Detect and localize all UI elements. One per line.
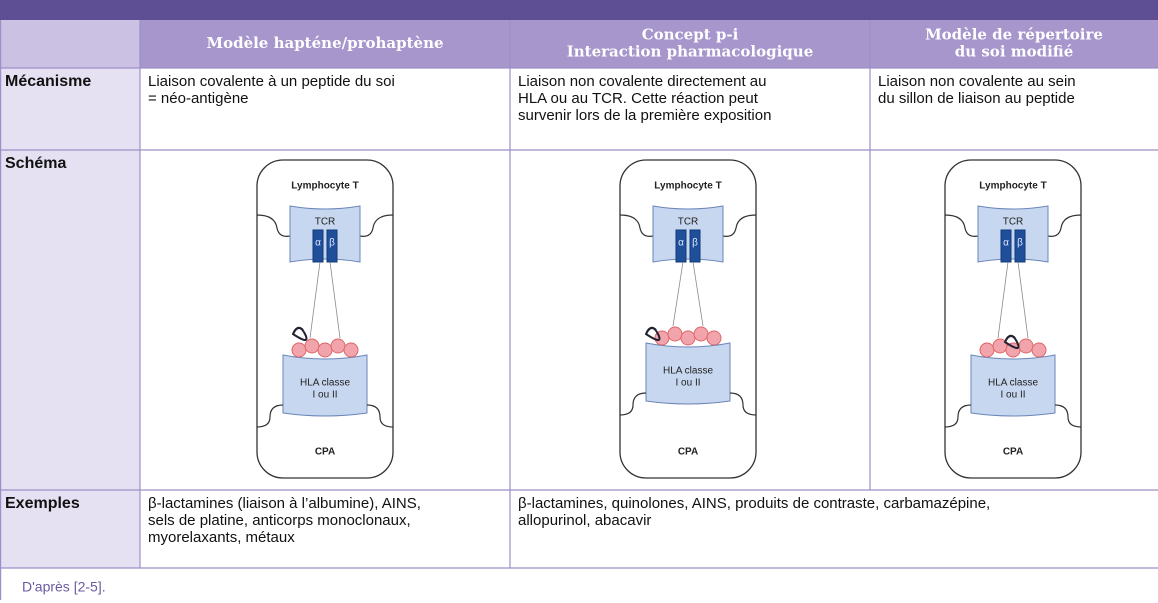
cell-text: survenir lors de la première exposition — [518, 107, 771, 124]
tcr-label: TCR — [1003, 217, 1024, 228]
peptide — [706, 330, 722, 346]
hla-label: HLA classe — [988, 378, 1038, 389]
link-line — [309, 261, 321, 339]
cell-text: myorelaxants, métaux — [148, 529, 295, 546]
tcr — [289, 205, 361, 263]
tcr-chain — [1014, 229, 1026, 263]
drug — [1003, 334, 1020, 349]
membrane — [256, 404, 394, 428]
peptide — [330, 338, 346, 354]
peptide — [304, 338, 320, 354]
peptide — [1031, 342, 1047, 358]
tcr — [977, 205, 1049, 263]
column-header: Modèle hapténe/prohaptène — [206, 34, 443, 52]
label-column — [0, 68, 140, 568]
cell-divider — [620, 300, 756, 302]
chain-label: β — [1017, 238, 1023, 249]
link-line — [692, 261, 704, 327]
cell-label: Lymphocyte T — [291, 181, 358, 192]
column-header: Concept p-i — [642, 26, 739, 44]
tcr-chain — [689, 229, 701, 263]
drug — [644, 326, 661, 341]
membrane — [619, 214, 757, 237]
chain-label: β — [329, 238, 335, 249]
column-header: Interaction pharmacologique — [567, 43, 813, 61]
cell-text: allopurinol, abacavir — [518, 512, 651, 529]
link-line — [672, 261, 684, 327]
row-label: Exemples — [5, 495, 80, 512]
cell-text: Liaison non covalente directement au — [518, 73, 767, 90]
hla-label: I ou II — [312, 390, 337, 401]
membrane — [619, 392, 757, 416]
chain-label: α — [1003, 238, 1009, 249]
peptide — [667, 326, 683, 342]
hla-label: I ou II — [675, 378, 700, 389]
cell-label: Lymphocyte T — [654, 181, 721, 192]
peptide — [1018, 338, 1034, 354]
chain-label: α — [315, 238, 321, 249]
tcr-chain — [1000, 229, 1012, 263]
membrane — [944, 404, 1082, 428]
peptide — [291, 342, 307, 358]
hla — [970, 354, 1056, 417]
cell-text: HLA ou au TCR. Cette réaction peut — [518, 90, 759, 107]
footnote: D'après [2-5]. — [22, 579, 106, 595]
tcr-label: TCR — [678, 217, 699, 228]
column-header: Modèle de répertoire — [925, 26, 1103, 44]
cell-text: du sillon de liaison au peptide — [878, 90, 1075, 107]
tcr-chain — [326, 229, 338, 263]
apc-label: CPA — [1003, 447, 1023, 458]
cell-outline — [944, 159, 1082, 479]
tcr — [652, 205, 724, 263]
header-corner — [0, 20, 140, 68]
row-label: Schéma — [5, 155, 66, 172]
apc-label: CPA — [678, 447, 698, 458]
tcr-chain — [675, 229, 687, 263]
peptide — [979, 342, 995, 358]
table-grid — [0, 20, 1158, 600]
cell-outline — [619, 159, 757, 479]
cell-text: sels de platine, anticorps monoclonaux, — [148, 512, 411, 529]
hla-label: HLA classe — [663, 366, 713, 377]
cell-text: β-lactamines (liaison à l’albumine), AIN… — [148, 495, 421, 512]
cell-text: Liaison covalente à un peptide du soi — [148, 73, 395, 90]
hla-label: I ou II — [1000, 390, 1025, 401]
peptide — [680, 330, 696, 346]
hla — [645, 342, 731, 405]
title-bar — [0, 0, 1158, 20]
membrane — [944, 214, 1082, 237]
membrane — [256, 214, 394, 237]
peptide — [317, 342, 333, 358]
drug — [291, 326, 308, 341]
peptide — [693, 326, 709, 342]
hla-label: HLA classe — [300, 378, 350, 389]
cell-outline — [256, 159, 394, 479]
tcr-chain — [312, 229, 324, 263]
hla — [282, 354, 368, 417]
tcr-label: TCR — [315, 217, 336, 228]
header-row — [0, 20, 1158, 68]
column-header: du soi modifié — [955, 43, 1074, 61]
row-label: Mécanisme — [5, 73, 91, 90]
link-line — [1017, 261, 1029, 339]
cell-text: Liaison non covalente au sein — [878, 73, 1076, 90]
cell-label: Lymphocyte T — [979, 181, 1046, 192]
cell-text: β-lactamines, quinolones, AINS, produits… — [518, 495, 990, 512]
link-line — [997, 261, 1009, 339]
peptide — [343, 342, 359, 358]
cell-divider — [257, 300, 393, 302]
cell-text: = néo-antigène — [148, 90, 249, 107]
link-line — [329, 261, 341, 339]
chain-label: β — [692, 238, 698, 249]
cell-divider — [945, 300, 1081, 302]
apc-label: CPA — [315, 447, 335, 458]
chain-label: α — [678, 238, 684, 249]
